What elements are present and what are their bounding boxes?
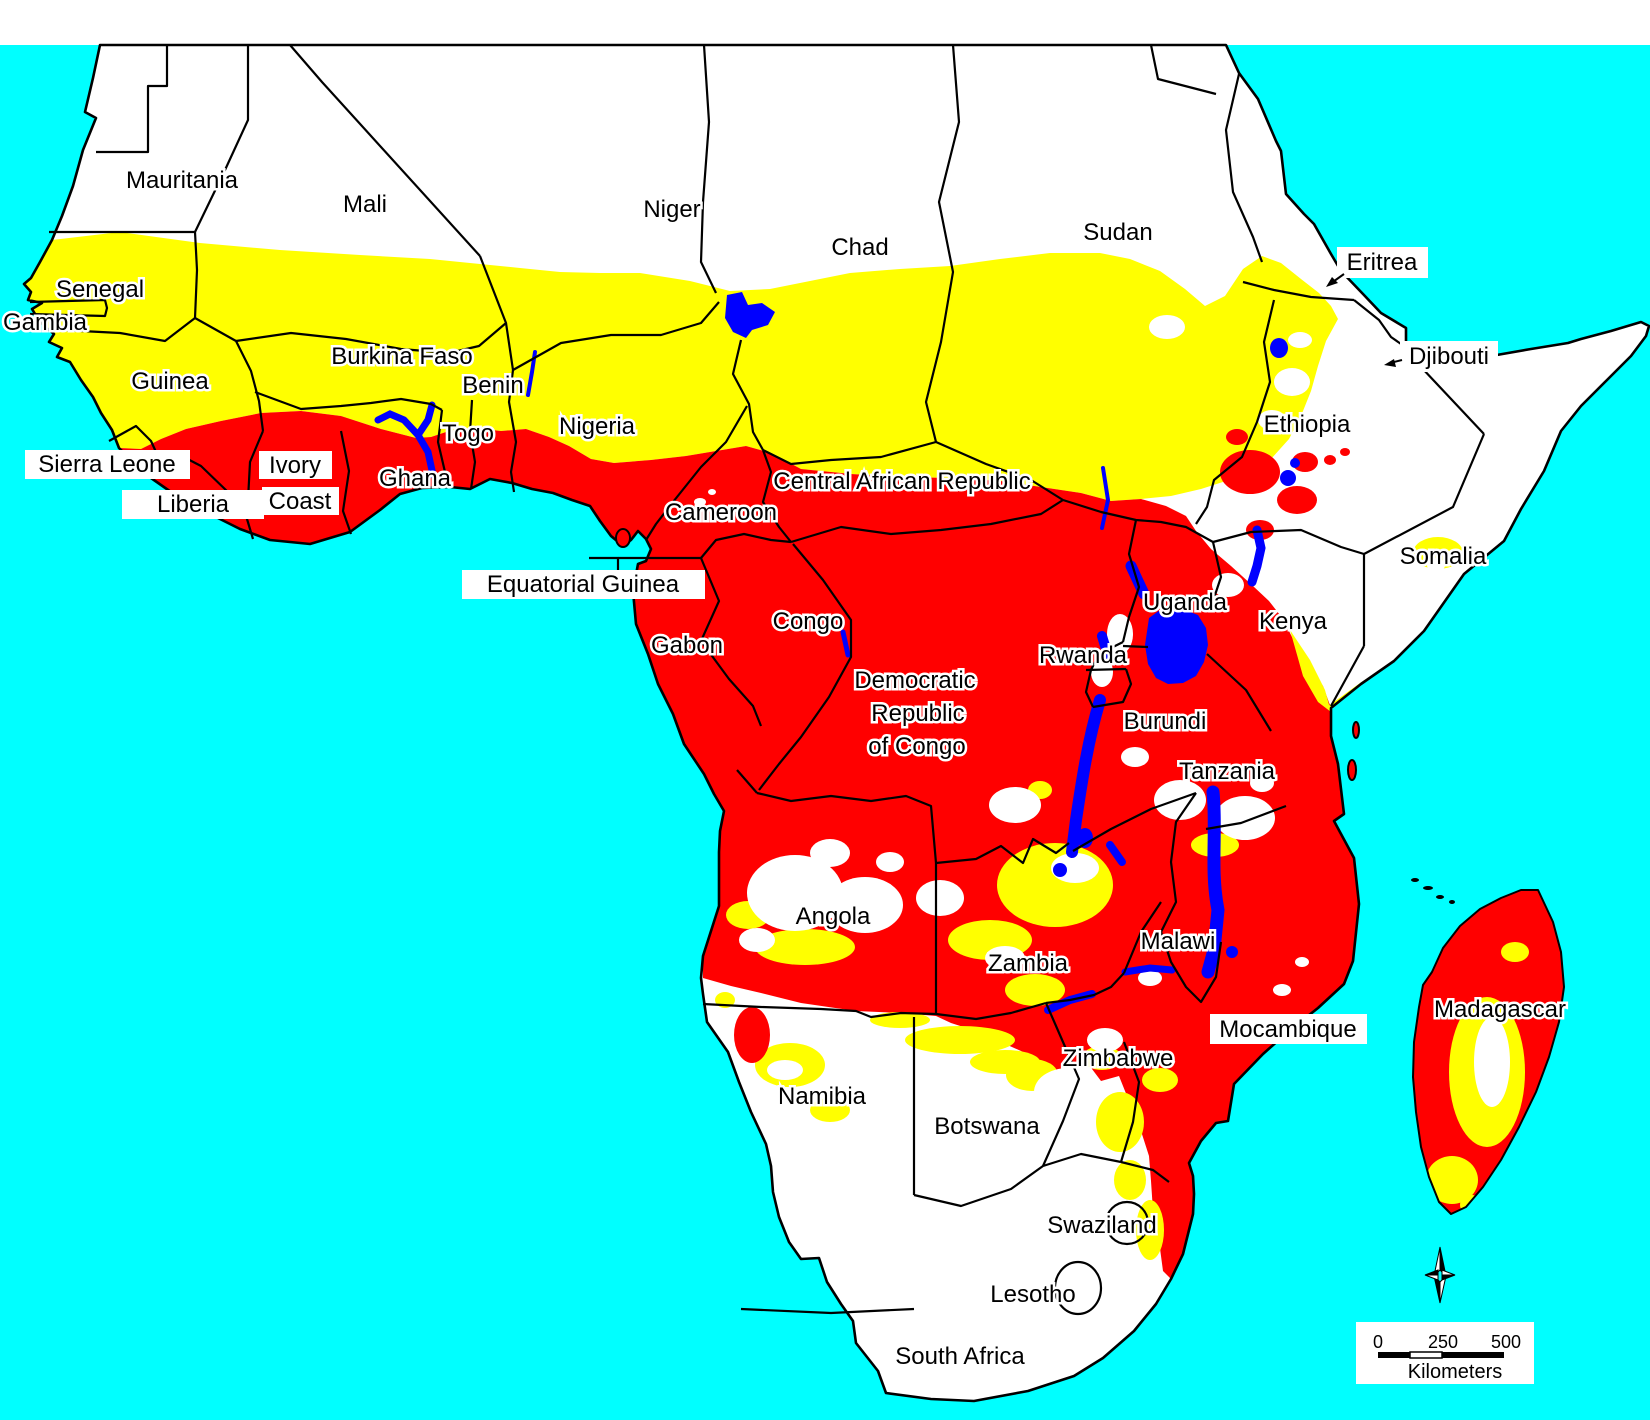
lake-rukwa (1106, 841, 1126, 866)
label-djibouti: Djibouti (1409, 343, 1489, 370)
label-chad: Chad (831, 234, 888, 261)
label-eritrea: Eritrea (1347, 249, 1418, 276)
scale-bar: 0 250 500 Kilometers (1356, 1322, 1534, 1384)
lake-chilwa (1226, 946, 1238, 958)
map-top-margin (0, 0, 1650, 45)
lake-chad (725, 292, 775, 338)
label-namibia: Namibia (778, 1083, 867, 1110)
zanzibar-island (1347, 759, 1357, 781)
lake-bangweulu (1053, 863, 1067, 877)
lake-malawi (1201, 785, 1225, 979)
north-arrow-icon (1424, 1246, 1456, 1304)
label-drc-line-1: Democratic (854, 667, 975, 694)
scale-tick-500: 500 (1491, 1332, 1521, 1352)
label-sudan: Sudan (1083, 219, 1152, 246)
label-mauritania: Mauritania (126, 167, 239, 194)
white-nile (1100, 466, 1111, 530)
label-ghana: Ghana (379, 465, 452, 492)
label-central-african-republic: Central African Republic (773, 468, 1030, 495)
label-uganda: Uganda (1143, 589, 1228, 616)
label-drc-line-3: of Congo (868, 733, 965, 760)
label-mocambique: Mocambique (1219, 1016, 1356, 1043)
boxed-labels: Sierra Leone Liberia Ivory Coast Equator… (25, 247, 1498, 1044)
country-labels: Mauritania Mali Niger Chad Sudan Senegal… (0, 165, 1568, 1373)
label-drc-line-2: Republic (871, 700, 964, 727)
label-mali: Mali (343, 191, 387, 218)
label-gambia: Gambia (3, 309, 88, 336)
label-ivory-coast-line-2: Coast (269, 488, 332, 515)
label-liberia: Liberia (157, 491, 230, 518)
lake-turkana (1247, 525, 1266, 587)
label-sierra-leone: Sierra Leone (38, 451, 175, 478)
bioko-island (615, 528, 631, 548)
label-madagascar: Madagascar (1434, 996, 1566, 1023)
label-ethiopia: Ethiopia (1264, 411, 1351, 438)
label-equatorial-guinea: Equatorial Guinea (487, 571, 680, 598)
label-zimbabwe: Zimbabwe (1063, 1045, 1174, 1072)
label-burkina-faso: Burkina Faso (331, 343, 472, 370)
lake-victoria (1145, 607, 1208, 684)
label-tanzania: Tanzania (1179, 758, 1276, 785)
label-angola: Angola (796, 903, 871, 930)
islands (615, 528, 1565, 1215)
label-malawi: Malawi (1141, 928, 1216, 955)
pemba-island (1352, 721, 1360, 739)
label-guinea: Guinea (131, 368, 209, 395)
label-lesotho: Lesotho (990, 1281, 1075, 1308)
scale-tick-0: 0 (1373, 1332, 1383, 1352)
label-swaziland: Swaziland (1047, 1212, 1156, 1239)
label-kenya: Kenya (1259, 608, 1328, 635)
label-congo: Congo (773, 608, 844, 635)
lakes (374, 292, 1300, 1014)
label-ivory-coast-line-1: Ivory (269, 452, 321, 479)
label-south-africa: South Africa (895, 1343, 1025, 1370)
label-togo: Togo (442, 420, 494, 447)
red-patches (734, 429, 1350, 1063)
lake-abaya (1280, 470, 1296, 486)
label-benin: Benin (462, 372, 523, 399)
label-burundi: Burundi (1124, 708, 1207, 735)
label-gabon: Gabon (651, 632, 723, 659)
sahel-yellow-zone (24, 232, 1338, 501)
lake-tanganyika (1066, 694, 1106, 858)
label-senegal: Senegal (56, 276, 144, 303)
label-zambia: Zambia (988, 950, 1069, 977)
lake-kivu (1097, 631, 1114, 664)
distribution-zones (24, 232, 1463, 1279)
lake-tana (1270, 338, 1288, 358)
scale-tick-250: 250 (1428, 1332, 1458, 1352)
label-niger: Niger (643, 196, 700, 223)
country-borders (29, 44, 1486, 1316)
congo-river (840, 629, 851, 658)
label-somalia: Somalia (1400, 543, 1487, 570)
label-cameroon: Cameroon (665, 499, 777, 526)
label-nigeria: Nigeria (559, 413, 636, 440)
main-red-zone (119, 411, 1359, 1279)
cahora-bassa (1121, 964, 1176, 976)
scale-unit-label: Kilometers (1408, 1361, 1502, 1383)
label-rwanda: Rwanda (1039, 642, 1128, 669)
comoros-islands (1411, 878, 1419, 882)
swaziland-border (1104, 1200, 1150, 1246)
white-patches (683, 315, 1445, 1116)
lesotho-border (1053, 1260, 1103, 1316)
label-botswana: Botswana (934, 1113, 1040, 1140)
lake-volta (374, 401, 437, 479)
